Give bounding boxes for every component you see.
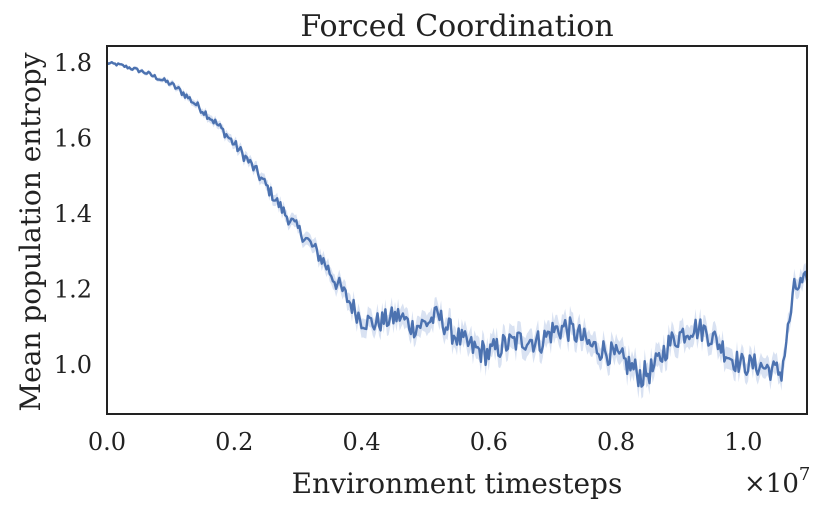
plot-area (107, 46, 807, 414)
x-tick-label: 0.6 (470, 428, 508, 456)
plot-frame (106, 45, 808, 415)
series-line (106, 61, 809, 388)
x-tick-label: 0.2 (215, 428, 253, 456)
x-tick-label: 0.4 (342, 428, 380, 456)
x-multiplier-base: ×10 (744, 469, 799, 499)
y-axis-label: Mean population entropy (14, 52, 47, 411)
y-tick-label: 1.4 (54, 200, 92, 228)
x-axis-label: Environment timesteps (292, 467, 623, 500)
x-tick-label: 1.0 (724, 428, 762, 456)
x-tick-label: 0.0 (88, 428, 126, 456)
y-tick-label: 1.6 (54, 124, 92, 152)
y-tick-label: 1.8 (54, 49, 92, 77)
x-axis-multiplier: ×107 (744, 464, 810, 499)
y-tick-labels: 1.0 1.2 1.4 1.6 1.8 (54, 49, 92, 379)
chart-title: Forced Coordination (300, 9, 613, 44)
x-tick-labels: 0.0 0.2 0.4 0.6 0.8 1.0 (88, 428, 763, 456)
x-multiplier-exponent: 7 (799, 464, 810, 485)
y-tick-label: 1.0 (54, 351, 92, 379)
y-tick-label: 1.2 (54, 275, 92, 303)
series-line-group (106, 61, 809, 388)
x-tick-label: 0.8 (597, 428, 635, 456)
